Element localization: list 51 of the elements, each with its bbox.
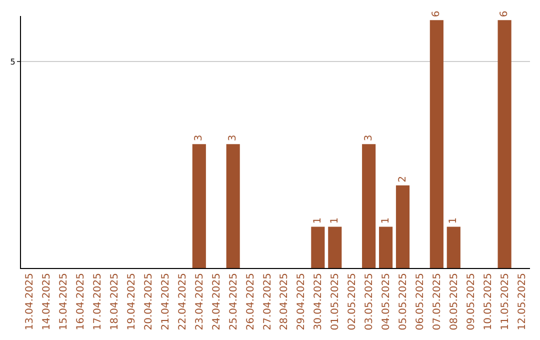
bar [328, 226, 342, 268]
x-tick-label: 08.05.2025 [448, 273, 460, 330]
x-tick-label: 29.04.2025 [296, 273, 308, 330]
bar [192, 144, 206, 268]
x-tick-label: 11.05.2025 [500, 273, 511, 330]
bar [226, 144, 240, 268]
bar [396, 185, 410, 268]
x-tick-label: 06.05.2025 [414, 273, 426, 330]
data-label: 3 [228, 134, 239, 142]
x-tick-label: 23.04.2025 [194, 273, 206, 330]
x-tick-label: 07.05.2025 [432, 273, 443, 330]
x-tick-label: 10.05.2025 [482, 273, 494, 330]
x-tick-label: 03.05.2025 [364, 273, 376, 330]
data-label: 1 [329, 217, 340, 224]
x-tick-label: 16.04.2025 [76, 273, 87, 330]
x-tick-label: 17.04.2025 [92, 273, 104, 330]
x-tick-label: 26.04.2025 [245, 273, 256, 330]
x-tick-label: 25.04.2025 [228, 273, 240, 330]
x-tick-label: 19.04.2025 [126, 273, 138, 330]
x-tick-label: 15.04.2025 [58, 273, 70, 330]
bar [362, 144, 376, 268]
x-tick-label: 14.04.2025 [42, 273, 53, 330]
x-tick-label: 12.05.2025 [516, 273, 528, 330]
x-tick-label: 20.04.2025 [144, 273, 154, 330]
x-tick-label: 24.04.2025 [211, 273, 222, 330]
x-tick-label: 21.04.2025 [160, 273, 172, 330]
bar [311, 226, 325, 268]
x-tick-label: 22.04.2025 [177, 273, 188, 330]
x-tick-label: 18.04.2025 [110, 273, 121, 330]
data-label: 3 [363, 134, 374, 142]
x-tick-label: 04.05.2025 [381, 273, 392, 330]
x-tick-label: 13.04.2025 [24, 273, 36, 330]
bar [498, 20, 512, 268]
data-label: 1 [380, 217, 392, 224]
x-tick-label: 02.05.2025 [347, 273, 358, 330]
data-label: 1 [312, 217, 324, 224]
x-tick-label: 05.05.2025 [398, 273, 409, 330]
bar [446, 226, 460, 268]
x-tick-label: 09.05.2025 [466, 273, 477, 330]
x-tick-label: 01.05.2025 [330, 273, 342, 330]
x-tick-label: 27.04.2025 [262, 273, 274, 330]
x-tick-label: 28.04.2025 [279, 273, 290, 330]
data-label: 6 [431, 10, 442, 18]
data-label: 1 [448, 217, 460, 224]
bar [430, 20, 444, 268]
data-label: 3 [194, 134, 205, 142]
x-tick-label: 30.04.2025 [313, 273, 324, 330]
y-tick-label: 5 [10, 57, 16, 66]
bar [379, 226, 393, 268]
data-label: 2 [397, 176, 408, 182]
data-label: 6 [499, 10, 510, 18]
